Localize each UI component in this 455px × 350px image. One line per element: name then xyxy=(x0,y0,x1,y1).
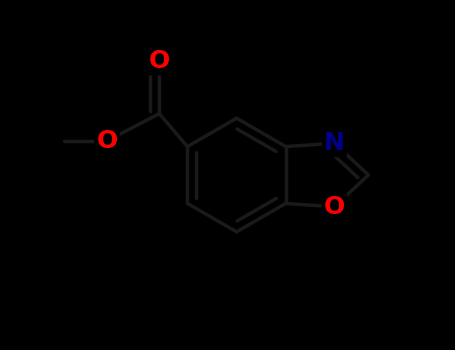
Text: O: O xyxy=(149,49,170,74)
Text: O: O xyxy=(324,195,345,219)
Text: O: O xyxy=(96,129,118,153)
Text: N: N xyxy=(324,131,345,155)
